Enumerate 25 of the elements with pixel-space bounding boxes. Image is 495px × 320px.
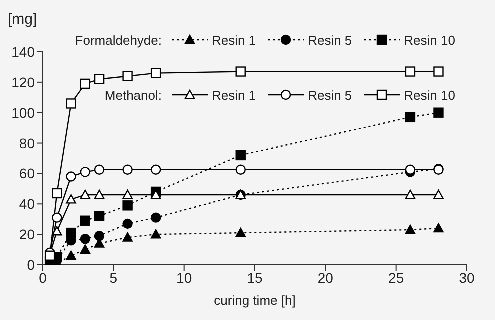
y-tick-label: 40 xyxy=(19,196,36,212)
y-tick-label: 140 xyxy=(12,44,36,60)
x-tick-label: 30 xyxy=(459,270,475,286)
x-tick-label: 0 xyxy=(39,270,48,286)
text: Formaldehyde: xyxy=(74,32,163,48)
legend-label: Resin 1 xyxy=(212,32,256,48)
annotation: Methanol: xyxy=(104,88,163,102)
x-tick-label: 20 xyxy=(318,270,334,286)
y-tick-label: 0 xyxy=(27,256,36,273)
legend-label: Resin 1 xyxy=(212,88,256,102)
y-axis-title: [mg] xyxy=(8,11,38,28)
x-tick-label: 25 xyxy=(388,270,404,286)
legend-label: Resin 5 xyxy=(308,88,352,102)
x-tick-label: 15 xyxy=(247,270,263,286)
y-tick-label: 120 xyxy=(12,74,36,90)
legend-label: Resin 10 xyxy=(404,32,456,48)
legend-label: Resin 5 xyxy=(308,32,352,48)
x-tick-label: 10 xyxy=(176,270,192,286)
y-tick-label: 100 xyxy=(12,104,36,121)
y-tick-label: 60 xyxy=(19,166,36,182)
x-axis-title: curing time [h] xyxy=(214,293,296,308)
y-tick-label: 80 xyxy=(19,135,36,152)
x-tick-label: 5 xyxy=(110,270,118,286)
legend-label: Resin 10 xyxy=(404,88,456,102)
y-tick-label: 20 xyxy=(19,226,36,243)
